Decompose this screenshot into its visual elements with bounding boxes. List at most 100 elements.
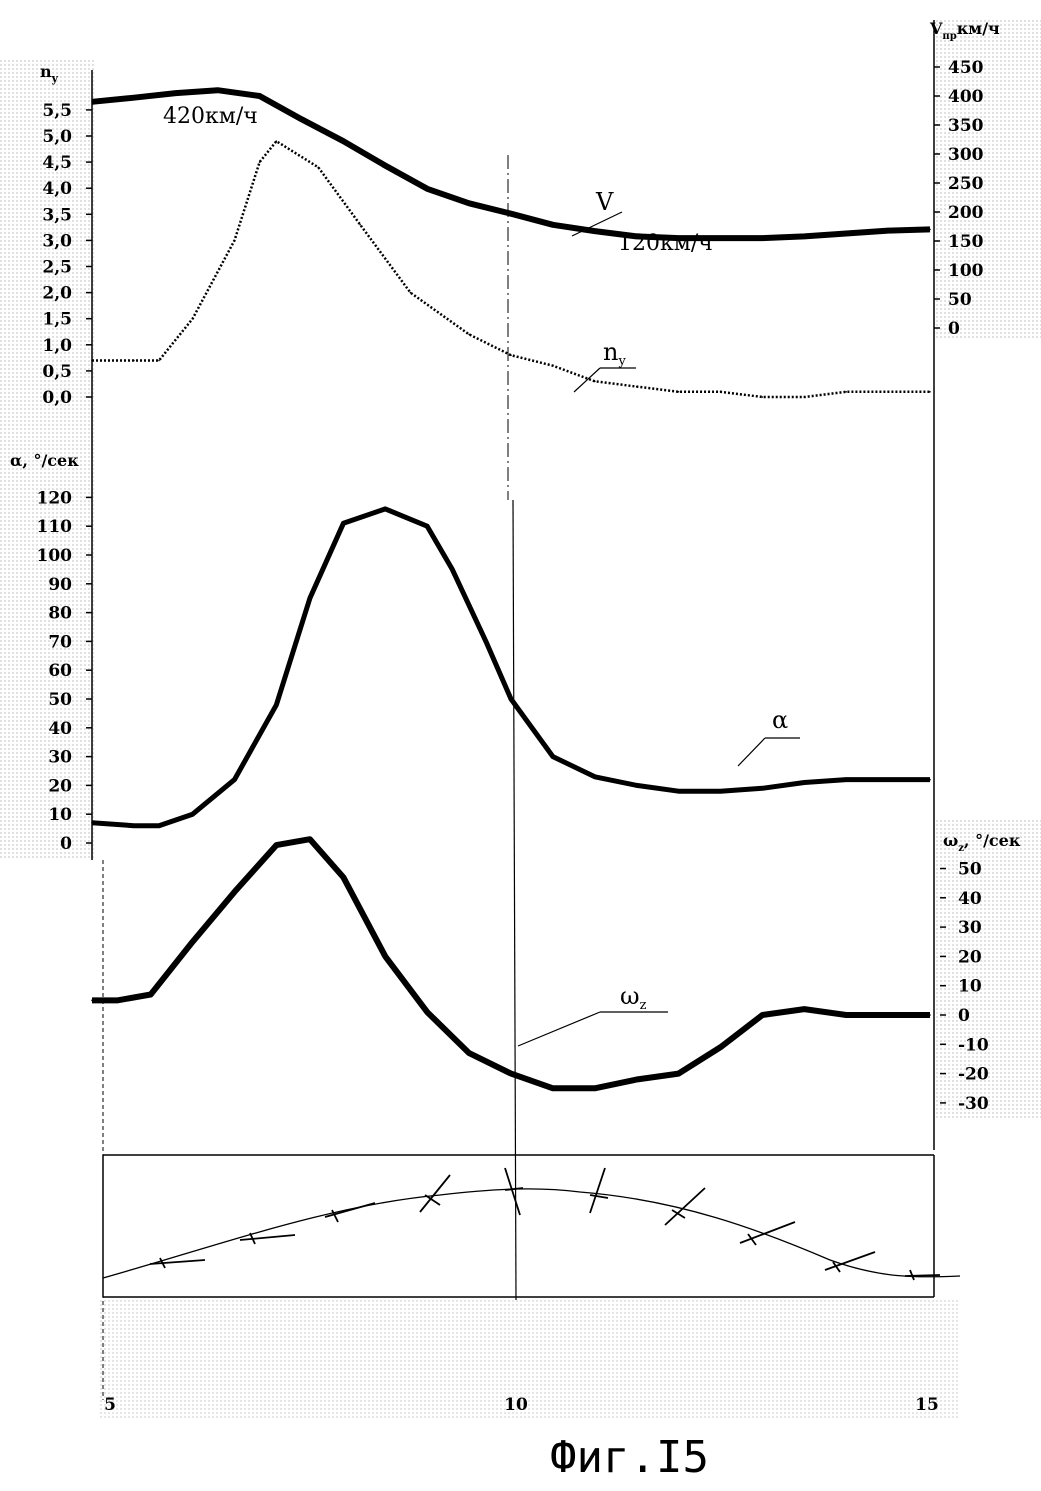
ny-curve-label-group: ny — [573, 338, 636, 393]
cursor-line — [512, 499, 517, 1301]
alpha-axis-title: α, °/сек — [10, 451, 79, 470]
v-point — [91, 101, 93, 103]
top-right-axis-ticks: 450 400 350 300 250 200 150 100 50 0 — [934, 58, 984, 339]
omega-leader-line — [517, 1011, 601, 1047]
alpha-point — [91, 822, 93, 824]
omega-point — [426, 1011, 429, 1013]
omega-axis-tick-label: 30 — [958, 918, 982, 938]
v-point — [258, 95, 261, 97]
alpha-point — [158, 824, 160, 827]
v-axis-tick-label: 400 — [948, 87, 984, 107]
alpha-axis-tick-label: 70 — [48, 632, 72, 652]
top-left-axis-ticks: 5,5 5,0 4,5 4,0 3,5 3,0 2,5 2,0 1,5 1,0 0,5 0,0 — [42, 101, 92, 408]
ny-point — [887, 390, 889, 393]
ny-axis-tick-label: 4,5 — [42, 153, 72, 173]
alpha-point — [485, 640, 487, 643]
ny-axis-tick-label: 0,0 — [42, 388, 72, 408]
ny-point — [258, 161, 261, 163]
ny-point — [91, 359, 93, 362]
omega-point — [510, 1072, 512, 1075]
v-point — [175, 92, 177, 94]
v-axis-tick-label: 50 — [948, 290, 972, 310]
left-stipple — [0, 60, 96, 860]
alpha-axis-tick-label: 120 — [37, 488, 73, 508]
v-point — [845, 232, 847, 235]
ny-axis-tick-label: 3,5 — [42, 205, 72, 225]
min-speed-annotation: 120км/ч — [618, 231, 713, 256]
omega-point — [845, 1014, 847, 1016]
time-axis-tick-label: 15 — [915, 1395, 939, 1415]
alpha-axis-tick-label: 10 — [48, 805, 72, 825]
v-point — [929, 228, 931, 231]
ny-point — [158, 359, 160, 362]
omega-curve-label-group: ωz — [517, 982, 668, 1047]
v-point — [635, 235, 638, 238]
ny-axis-tick-label: 4,0 — [42, 179, 72, 199]
v-axis-tick-label: 300 — [948, 145, 984, 165]
alpha-point — [309, 597, 311, 599]
ny-point — [409, 291, 412, 294]
v-point — [510, 212, 512, 215]
alpha-point — [887, 778, 889, 781]
trajectory-path — [102, 1188, 961, 1279]
ny-axis-title: ny — [40, 62, 59, 85]
alpha-point — [275, 703, 278, 706]
omega-point — [275, 844, 278, 846]
figure-caption: Фиг.I5 — [550, 1432, 709, 1483]
alpha-point — [342, 522, 345, 525]
alpha-curve-label-group: α — [737, 706, 800, 767]
data-points — [91, 89, 931, 1090]
time-axis-tick-label: 5 — [104, 1395, 116, 1415]
v-axis-tick-label: 200 — [948, 203, 984, 223]
alpha-point — [594, 775, 596, 778]
ny-point — [594, 380, 596, 383]
v-point — [384, 164, 387, 167]
omega-axis-title: ωz, °/сек — [943, 831, 1021, 854]
v-point — [761, 237, 764, 239]
ny-axis-tick-label: 3,0 — [42, 231, 72, 251]
ny-point — [845, 390, 847, 393]
v-point — [803, 235, 806, 238]
alpha-leader-line — [737, 737, 766, 767]
v-axis-tick-label: 100 — [948, 261, 984, 281]
v-axis-tick-label: 450 — [948, 58, 984, 78]
alpha-point — [552, 755, 554, 758]
alpha-point — [133, 824, 135, 827]
v-point — [887, 229, 889, 232]
ny-axis-tick-label: 1,0 — [42, 336, 72, 356]
omega-point — [342, 876, 345, 879]
ny-point — [677, 390, 680, 393]
ny-curve-label: ny — [603, 338, 626, 369]
ny-point — [719, 390, 722, 393]
ny-axis-tick-label: 5,0 — [42, 127, 72, 147]
time-axis-ticks: 5 10 15 — [104, 1395, 939, 1415]
v-axis-tick-label: 350 — [948, 116, 984, 136]
alpha-point — [510, 698, 512, 700]
omega-axis-tick-label: 50 — [958, 860, 982, 880]
alpha-point — [677, 790, 680, 792]
ny-point — [510, 354, 512, 357]
alpha-curve-label: α — [772, 706, 788, 734]
omega-axis-ticks: 50 40 30 20 10 0 -10 -20 -30 — [940, 860, 989, 1114]
time-axis-tick-label: 10 — [504, 1395, 528, 1415]
omega-point — [116, 999, 118, 1002]
alpha-axis-tick-label: 110 — [37, 517, 73, 537]
alpha-axis-tick-label: 100 — [37, 546, 73, 566]
omega-curve-label: ωz — [620, 982, 647, 1013]
v-curve-label-group: V — [571, 188, 623, 237]
omega-point — [719, 1046, 722, 1049]
alpha-point — [426, 525, 429, 527]
v-point — [426, 188, 429, 190]
omega-point — [677, 1072, 680, 1075]
ny-axis-tick-label: 1,5 — [42, 310, 72, 330]
alpha-axis-tick-label: 20 — [48, 776, 72, 796]
ny-point — [468, 333, 470, 336]
ny-load-factor-curve — [92, 139, 930, 399]
omega-point — [594, 1087, 596, 1090]
alpha-point — [761, 787, 764, 790]
ny-leader-line — [573, 367, 601, 393]
v-point — [594, 230, 596, 232]
ny-point — [635, 385, 638, 388]
ny-point — [191, 317, 194, 320]
